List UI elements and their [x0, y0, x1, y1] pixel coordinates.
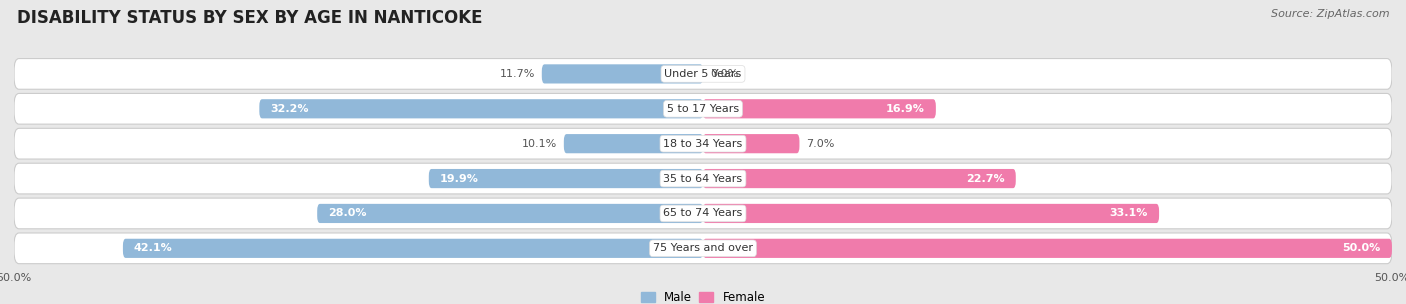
- Text: 42.1%: 42.1%: [134, 243, 173, 253]
- Text: 11.7%: 11.7%: [499, 69, 534, 79]
- FancyBboxPatch shape: [703, 134, 800, 153]
- FancyBboxPatch shape: [14, 233, 1392, 264]
- FancyBboxPatch shape: [703, 239, 1392, 258]
- Text: 16.9%: 16.9%: [886, 104, 925, 114]
- Text: 22.7%: 22.7%: [966, 174, 1005, 184]
- Text: 18 to 34 Years: 18 to 34 Years: [664, 139, 742, 149]
- Text: 75 Years and over: 75 Years and over: [652, 243, 754, 253]
- Text: 10.1%: 10.1%: [522, 139, 557, 149]
- Text: Source: ZipAtlas.com: Source: ZipAtlas.com: [1271, 9, 1389, 19]
- FancyBboxPatch shape: [14, 198, 1392, 229]
- FancyBboxPatch shape: [14, 128, 1392, 159]
- Text: 7.0%: 7.0%: [807, 139, 835, 149]
- FancyBboxPatch shape: [318, 204, 703, 223]
- FancyBboxPatch shape: [14, 59, 1392, 89]
- Text: 65 to 74 Years: 65 to 74 Years: [664, 209, 742, 219]
- Text: 19.9%: 19.9%: [440, 174, 478, 184]
- Text: 33.1%: 33.1%: [1109, 209, 1149, 219]
- Text: DISABILITY STATUS BY SEX BY AGE IN NANTICOKE: DISABILITY STATUS BY SEX BY AGE IN NANTI…: [17, 9, 482, 27]
- FancyBboxPatch shape: [703, 99, 936, 118]
- Text: 0.0%: 0.0%: [710, 69, 738, 79]
- FancyBboxPatch shape: [122, 239, 703, 258]
- FancyBboxPatch shape: [541, 64, 703, 84]
- FancyBboxPatch shape: [564, 134, 703, 153]
- Text: Under 5 Years: Under 5 Years: [665, 69, 741, 79]
- Text: 35 to 64 Years: 35 to 64 Years: [664, 174, 742, 184]
- FancyBboxPatch shape: [14, 163, 1392, 194]
- Text: 28.0%: 28.0%: [328, 209, 367, 219]
- FancyBboxPatch shape: [703, 204, 1159, 223]
- FancyBboxPatch shape: [429, 169, 703, 188]
- FancyBboxPatch shape: [14, 93, 1392, 124]
- FancyBboxPatch shape: [259, 99, 703, 118]
- Legend: Male, Female: Male, Female: [636, 286, 770, 304]
- Text: 5 to 17 Years: 5 to 17 Years: [666, 104, 740, 114]
- FancyBboxPatch shape: [703, 169, 1015, 188]
- Text: 32.2%: 32.2%: [270, 104, 309, 114]
- Text: 50.0%: 50.0%: [1343, 243, 1381, 253]
